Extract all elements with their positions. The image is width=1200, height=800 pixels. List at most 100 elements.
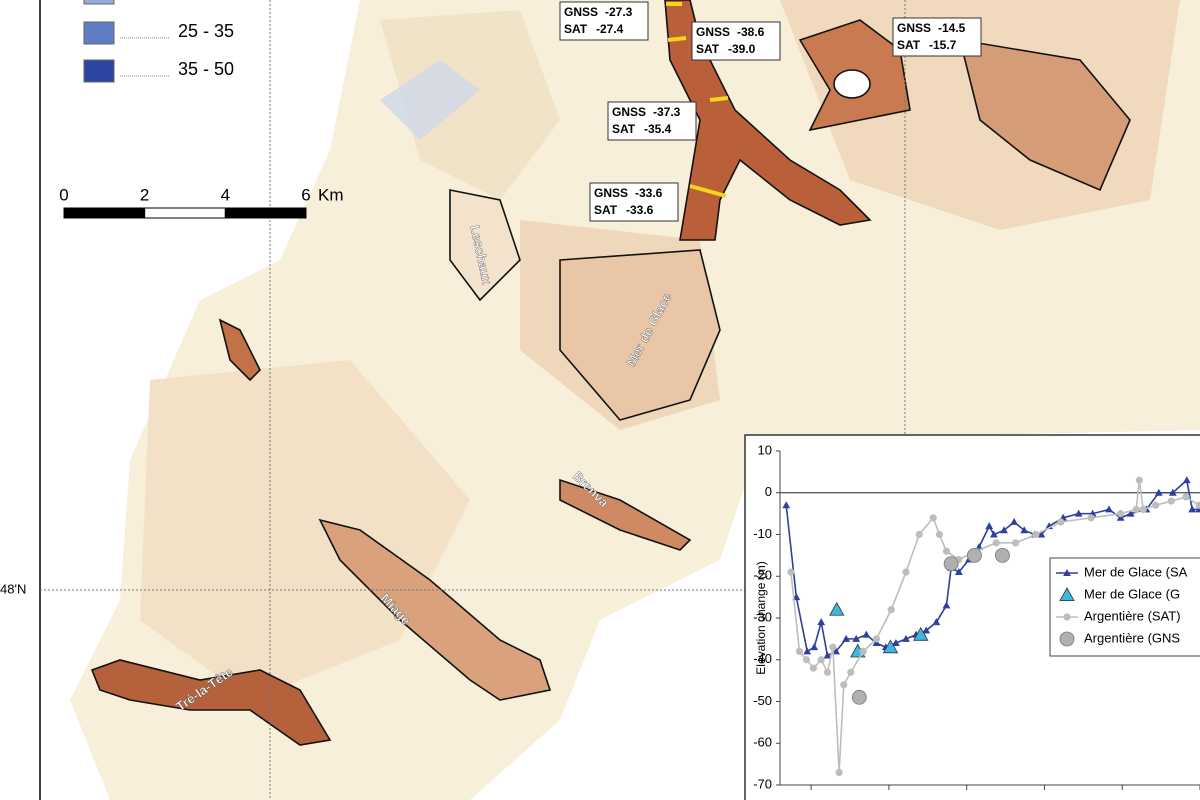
data-point: [872, 639, 881, 647]
data-point: [1195, 501, 1200, 509]
callout-gnss-label: GNSS: [696, 25, 730, 39]
latitude-label: 48'N: [0, 581, 26, 596]
callout-sat-label: SAT: [612, 122, 636, 136]
data-point: [1020, 526, 1029, 534]
data-point: [942, 601, 951, 609]
scale-tick-label: 6: [301, 185, 310, 204]
data-point: [835, 768, 843, 777]
legend-label: 35 - 50: [178, 59, 234, 79]
data-point: [802, 656, 811, 664]
callout-gnss-label: GNSS: [594, 186, 628, 200]
glacier-outline: [559, 478, 692, 551]
data-point: [803, 647, 812, 655]
legend-label: Argentière (GNS: [1084, 630, 1180, 645]
data-point: [823, 668, 832, 676]
legend-label: Mer de Glace (SA: [1084, 564, 1188, 579]
data-point: [932, 618, 941, 626]
scale-segment: [63, 207, 146, 219]
data-point: [823, 651, 832, 659]
data-point: [922, 626, 931, 634]
y-tick-label: -40: [753, 651, 772, 666]
callout-gnss-value: -33.6: [635, 186, 663, 200]
data-point: [892, 639, 900, 647]
legend-box: [1049, 557, 1200, 657]
data-point: [862, 630, 871, 638]
callout-sat-value: -27.4: [596, 22, 624, 36]
data-point: [1012, 539, 1020, 547]
y-tick-label: -30: [753, 609, 772, 624]
data-point: [887, 606, 895, 614]
glacier-outline: [218, 318, 261, 382]
y-tick-label: 0: [765, 484, 772, 499]
data-point: [1168, 488, 1177, 496]
data-point: [992, 539, 1000, 547]
scale-segment: [224, 207, 307, 219]
legend-marker: [1063, 568, 1071, 576]
data-point: [1135, 476, 1143, 484]
series: [851, 547, 1010, 705]
data-point: [995, 547, 1010, 563]
data-point: [913, 626, 929, 641]
callout-box: [559, 1, 649, 41]
data-point: [829, 643, 837, 651]
data-point: [985, 522, 994, 530]
y-axis-title: Elevation change (m): [754, 561, 768, 674]
data-point: [1139, 505, 1147, 514]
data-point: [810, 643, 819, 651]
data-point: [782, 501, 791, 509]
callout-sat-value: -33.6: [626, 203, 654, 217]
data-point: [1152, 501, 1160, 509]
y-tick-label: -70: [753, 776, 772, 791]
callout-sat-value: -39.0: [728, 42, 756, 56]
glacier-outline: [449, 189, 521, 302]
data-point: [967, 547, 982, 563]
data-point: [902, 634, 910, 642]
data-point: [1116, 513, 1125, 521]
callout-gnss-value: -14.5: [938, 21, 966, 35]
callout-gnss-value: -38.6: [737, 25, 765, 39]
legend-marker: [1059, 631, 1075, 647]
data-point: [929, 514, 937, 522]
data-point: [1105, 505, 1113, 513]
callout-sat-label: SAT: [897, 38, 921, 52]
series: [787, 476, 1200, 777]
data-point: [859, 647, 867, 656]
terrain-fill: [380, 60, 480, 140]
glacier-outline: [664, 0, 872, 241]
legend-swatch: [83, 0, 115, 5]
legend-label: 25 - 35: [178, 21, 234, 41]
data-point: [1087, 514, 1095, 522]
data-point: [902, 568, 910, 576]
scale-unit: Km: [318, 185, 344, 204]
data-point: [817, 618, 826, 626]
data-point: [935, 530, 944, 539]
data-point: [817, 656, 825, 664]
data-point: [1188, 505, 1197, 513]
data-point: [1182, 493, 1190, 501]
data-point: [1132, 505, 1140, 514]
data-point: [1182, 476, 1191, 484]
scale-tick-label: 2: [140, 185, 149, 204]
y-tick-label: 10: [758, 442, 772, 457]
data-point: [787, 568, 795, 576]
callout-box: [607, 101, 697, 141]
data-point: [1154, 488, 1163, 496]
data-point: [792, 593, 801, 601]
callout-box: [589, 182, 679, 222]
callout-sat-value: -15.7: [929, 38, 957, 52]
profile-line: [709, 96, 729, 102]
data-point: [829, 601, 845, 616]
legend-marker: [1063, 613, 1071, 621]
data-point: [955, 568, 963, 576]
callout-sat-value: -35.4: [644, 122, 672, 136]
data-point: [882, 639, 899, 654]
data-point: [990, 530, 998, 538]
glacier-outline: [318, 518, 552, 701]
terrain-fill: [380, 10, 560, 200]
legend-label: Argentière (SAT): [1084, 608, 1181, 623]
callout-gnss-label: GNSS: [612, 105, 646, 119]
data-point: [1037, 530, 1046, 538]
data-point: [847, 668, 855, 676]
scale-tick-label: 4: [221, 185, 230, 204]
